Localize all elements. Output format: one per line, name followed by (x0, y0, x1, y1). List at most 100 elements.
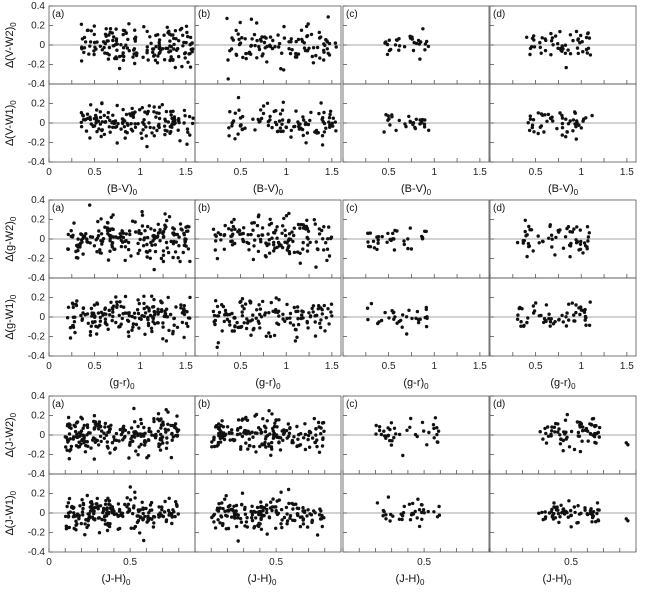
data-point (103, 51, 107, 55)
data-point (142, 294, 146, 298)
data-point (325, 47, 329, 51)
data-point (188, 259, 192, 264)
data-point (106, 110, 111, 115)
data-point (552, 501, 556, 505)
data-point (589, 507, 593, 511)
data-point (152, 126, 156, 130)
data-point (289, 37, 293, 41)
data-point (261, 417, 265, 421)
data-point (260, 54, 264, 58)
data-point (245, 317, 249, 321)
data-point (549, 434, 553, 438)
data-point (264, 334, 268, 338)
data-point (551, 119, 555, 123)
data-point (156, 321, 160, 325)
data-point (261, 443, 265, 447)
data-point (234, 503, 239, 508)
data-point (295, 512, 300, 516)
data-point (138, 531, 142, 535)
data-point (97, 127, 101, 131)
data-point (112, 247, 116, 251)
data-point (234, 524, 239, 529)
data-point (258, 505, 263, 509)
data-point (111, 125, 115, 129)
x-axis-label-subscript: 0 (130, 382, 135, 391)
data-point (221, 506, 225, 511)
data-point (124, 112, 129, 117)
data-point (583, 506, 587, 510)
data-point (221, 304, 226, 309)
y-tick-label: 0.2 (31, 21, 45, 32)
data-point (162, 33, 166, 37)
data-point (150, 329, 154, 334)
data-point (325, 247, 330, 251)
data-point (584, 323, 588, 327)
panel-label: (d) (493, 203, 505, 214)
data-point (315, 533, 320, 537)
data-point (435, 515, 440, 519)
data-point (279, 490, 283, 494)
data-point (119, 234, 123, 239)
data-point (238, 425, 243, 430)
data-point (546, 112, 551, 117)
data-point (405, 428, 409, 432)
data-point (295, 444, 300, 448)
data-point (172, 316, 176, 321)
data-point (85, 112, 90, 116)
data-point (96, 504, 101, 508)
data-point (74, 444, 79, 448)
data-point (261, 508, 265, 513)
data-point (157, 38, 162, 42)
data-point (103, 502, 108, 506)
data-point (156, 412, 161, 416)
data-point (552, 505, 556, 509)
data-point (372, 246, 377, 250)
data-point (66, 415, 71, 420)
data-point (294, 51, 298, 56)
data-point (293, 124, 297, 129)
data-point (288, 516, 292, 520)
data-point (157, 116, 162, 121)
data-point (219, 515, 224, 519)
data-point (407, 114, 411, 119)
data-point (238, 300, 242, 304)
data-point (182, 231, 186, 235)
data-point (180, 64, 184, 69)
data-point (305, 218, 309, 222)
data-point (175, 433, 180, 437)
data-point (301, 522, 306, 526)
data-point (240, 491, 245, 495)
data-point (82, 46, 87, 50)
data-point (247, 443, 252, 448)
data-point (388, 438, 392, 443)
data-point (223, 313, 227, 317)
data-point (154, 115, 158, 119)
data-point (564, 117, 568, 121)
data-point (277, 41, 282, 46)
data-point (131, 325, 135, 329)
data-point (559, 503, 563, 507)
data-point (306, 326, 310, 330)
data-point (126, 430, 131, 435)
x-axis-label-subscript: 0 (567, 578, 572, 587)
data-point (143, 443, 147, 447)
data-point (88, 136, 92, 140)
data-point (437, 504, 441, 509)
data-point (550, 36, 555, 40)
data-point (329, 235, 334, 239)
data-point (318, 321, 322, 325)
data-point (72, 423, 76, 427)
data-point (223, 223, 227, 228)
data-point (156, 234, 160, 238)
data-point (253, 238, 257, 242)
data-point (117, 514, 121, 518)
data-point (296, 222, 301, 227)
data-point (252, 244, 256, 248)
x-tick-label: 0 (46, 361, 52, 372)
data-point (310, 519, 314, 523)
data-point (389, 421, 394, 425)
data-point (67, 514, 71, 518)
data-point (228, 323, 232, 327)
data-point (283, 319, 287, 323)
data-point (305, 525, 310, 529)
